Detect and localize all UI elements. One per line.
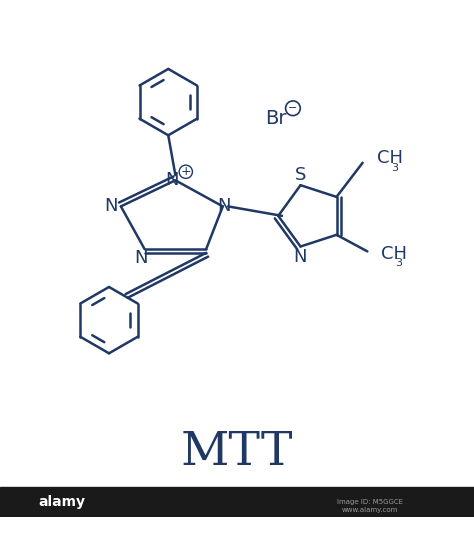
Text: CH: CH bbox=[377, 149, 403, 167]
Text: MTT: MTT bbox=[181, 430, 293, 475]
Text: CH: CH bbox=[381, 245, 407, 263]
Bar bbox=[0, 487, 474, 517]
Text: N: N bbox=[134, 249, 147, 266]
Text: S: S bbox=[295, 166, 307, 184]
Text: 3: 3 bbox=[395, 258, 402, 268]
Text: +: + bbox=[181, 165, 191, 178]
Text: −: − bbox=[288, 103, 298, 113]
Text: N: N bbox=[105, 197, 118, 215]
Text: Br: Br bbox=[265, 109, 287, 128]
Text: Image ID: M5GGCE
www.alamy.com: Image ID: M5GGCE www.alamy.com bbox=[337, 500, 403, 513]
Text: N: N bbox=[293, 248, 306, 266]
Text: 3: 3 bbox=[391, 162, 398, 173]
Text: N: N bbox=[165, 171, 178, 189]
Text: alamy: alamy bbox=[38, 495, 85, 509]
Text: N: N bbox=[217, 197, 230, 215]
